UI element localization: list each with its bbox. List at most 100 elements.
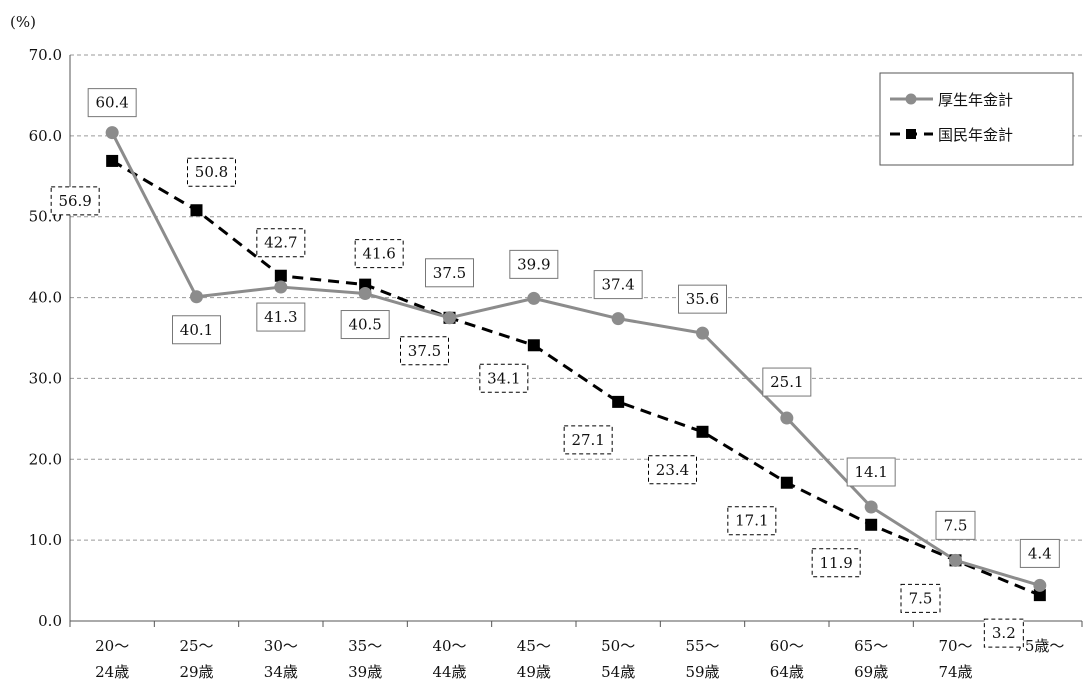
data-label: 41.3 [264,308,297,326]
data-label-box [593,270,643,300]
data-label-box [678,284,727,314]
series-2-point [359,278,372,291]
data-label-box [727,506,777,536]
data-label-box [846,457,896,487]
legend: 厚生年金計 国民年金計 [879,72,1074,166]
legend-marker-series-1 [905,93,917,105]
y-unit-label: (%) [10,13,36,31]
y-tick-label: 10.0 [29,531,62,549]
data-label-box [983,618,1024,648]
data-label: 41.6 [362,245,395,263]
x-tick-label: 64歳 [770,663,804,681]
x-tick-label: 34歳 [264,663,298,681]
data-label: 34.1 [487,369,520,387]
x-axis: 20～ 24歳 25～ 29歳 30～ 34歳 35～ 39歳 40～ 44歳 45～ 49歳 50～ 5… [69,620,1083,681]
data-label-box [762,367,812,397]
x-tick-label: 60～ [770,637,804,655]
data-label: 60.4 [95,94,128,112]
data-label-box [50,186,100,216]
x-tick-label: 30～ [264,637,298,655]
series-2-point [865,518,878,531]
x-tick-label: 49歳 [517,663,551,681]
x-tick-label: 39歳 [348,663,382,681]
series-2-point [274,269,287,282]
series-1-point [949,553,962,567]
x-tick-label: 59歳 [685,663,719,681]
data-label: 37.5 [433,264,466,282]
data-label-box [648,455,697,485]
data-label-box [425,258,474,288]
y-tick-label: 70.0 [29,46,62,64]
x-tick-label: 45～ [517,637,551,655]
data-label: 23.4 [656,461,689,479]
data-labels-layer: 60.4 40.1 41.3 40.5 37.5 39.9 37.4 35.6 25.1 14.1… [50,88,1060,648]
series-1-point [190,290,203,304]
data-label: 11.9 [819,554,852,572]
x-tick-label: 75歳～ [1015,637,1064,655]
data-label: 37.5 [408,342,441,360]
x-tick-label: 25～ [179,637,213,655]
series-2-point [527,339,540,352]
x-tick-label: 29歳 [179,663,213,681]
series-1-point [274,280,288,294]
data-label-box [340,310,390,340]
series-2-point [1033,589,1046,602]
series-1-point [780,411,794,425]
legend-label-series-2: 国民年金計 [938,126,1013,144]
data-label-box [509,249,559,279]
series-2-point [696,425,709,438]
data-label: 35.6 [686,290,719,308]
y-tick-label: 30.0 [29,369,62,387]
x-tick-label: 54歳 [601,663,635,681]
series-2-point [612,395,625,408]
data-label: 7.5 [909,589,933,607]
series-1-point [105,126,119,140]
series-2-point [190,204,203,217]
series-2-point [106,154,119,167]
series-1-point [611,312,625,326]
y-tick-label: 20.0 [29,450,62,468]
x-tick-label: 50～ [601,637,635,655]
data-label-box [811,548,861,578]
x-tick-label: 65～ [854,637,888,655]
series-line-1 [110,131,1041,587]
y-axis: 0.010.020.030.040.050.060.070.0 [29,46,71,630]
series-2-point [780,476,793,489]
series-line-2 [111,159,1041,597]
data-label: 56.9 [58,192,91,210]
data-label-box [935,510,976,540]
data-label: 4.4 [1028,544,1052,562]
data-label-box [172,315,221,345]
data-label: 39.9 [517,255,550,273]
x-tick-label: 40～ [432,637,466,655]
series-layer [105,126,1047,602]
data-label: 50.8 [195,163,228,181]
data-label: 42.7 [264,234,297,252]
data-label-box [400,336,449,366]
x-tick-label: 35～ [348,637,382,655]
data-label-box [1019,538,1060,568]
y-tick-label: 0.0 [38,612,62,630]
series-1-point [696,326,709,340]
data-label: 17.1 [735,512,768,530]
data-label: 37.4 [601,276,634,294]
series-1-point [443,311,456,325]
series-1-point [864,500,878,514]
x-tick-label: 70～ [938,637,972,655]
series-1-point [1033,578,1047,592]
x-tick-label: 55～ [685,637,719,655]
data-label: 27.1 [571,431,604,449]
data-label-box [900,583,941,613]
data-label-box [563,425,613,455]
data-label: 7.5 [944,516,968,534]
gridlines [70,54,1082,541]
legend-box [879,72,1074,166]
x-tick-label: 69歳 [854,663,888,681]
series-1-point [527,291,541,305]
y-tick-label: 60.0 [29,127,62,145]
data-label: 3.2 [992,624,1016,642]
data-label: 25.1 [770,373,803,391]
data-label-box [87,88,137,118]
data-label-box [354,239,404,269]
